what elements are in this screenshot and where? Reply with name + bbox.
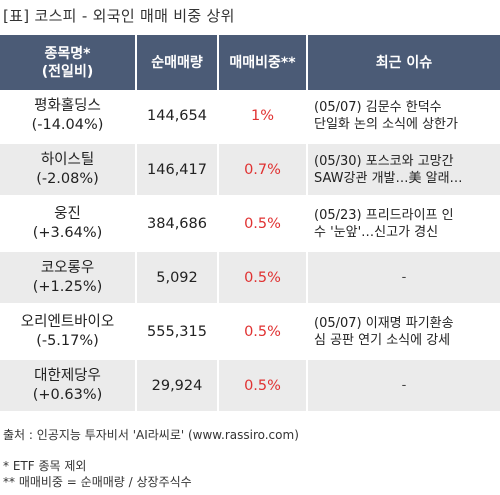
stock-name: 코오롱우 [40,259,95,276]
recent-issue: - [306,250,500,306]
trade-ratio: 1% [217,90,307,144]
stock-name-cell: 평화홀딩스 (-14.04%) [0,90,136,144]
stock-change: (+0.63%) [32,386,103,403]
recent-issue: (05/07) 이재명 파기환송 심 공판 연기 소식에 강세 [306,304,500,360]
net-volume: 555,315 [135,304,218,360]
recent-issue: (05/07) 김문수 한덕수 단일화 논의 소식에 상한가 [306,90,500,144]
source-text: 출처 : 인공지능 투자비서 'AI라씨로' (www.rassiro.com) [3,428,299,442]
stock-name-cell: 코오롱우 (+1.25%) [0,250,136,306]
foreign-trading-table: 종목명* (전일비) 순매매량 매매비중** 최근 이슈 평화홀딩스 (-14.0… [0,35,500,414]
issue-line1: - [401,378,407,393]
net-volume: 29,924 [135,358,218,414]
stock-name: 오리엔트바이오 [20,313,115,330]
stock-change: (-5.17%) [36,332,99,349]
table-row: 대한제당우 (+0.63%) 29,924 0.5% - [0,358,500,414]
issue-line1: (05/07) 김문수 한덕수 [314,99,442,115]
stock-name-cell: 오리엔트바이오 (-5.17%) [0,304,136,360]
issue-line1: (05/23) 프리드라이프 인 [314,207,454,223]
stock-name: 웅진 [54,205,81,222]
header-issue: 최근 이슈 [306,35,500,90]
stock-name-cell: 하이스틸 (-2.08%) [0,142,136,198]
header-name: 종목명* (전일비) [0,35,136,90]
recent-issue: - [306,358,500,414]
issue-line1: (05/30) 포스코와 고망간 [314,153,454,169]
stock-name-cell: 웅진 (+3.64%) [0,196,136,252]
footnote-etf: * ETF 종목 제외 [3,459,87,473]
stock-name-cell: 대한제당우 (+0.63%) [0,358,136,414]
net-volume: 384,686 [135,196,218,252]
table-row: 평화홀딩스 (-14.04%) 144,654 1% (05/07) 김문수 한덕수 단일… [0,90,500,144]
issue-line1: (05/07) 이재명 파기환송 [314,315,454,331]
table-header-row: 종목명* (전일비) 순매매량 매매비중** 최근 이슈 [0,35,500,90]
trade-ratio: 0.5% [217,358,307,414]
table-row: 오리엔트바이오 (-5.17%) 555,315 0.5% (05/07) 이재명 파기… [0,304,500,360]
recent-issue: (05/30) 포스코와 고망간 SAW강관 개발…美 알래… [306,142,500,198]
issue-line2: SAW강관 개발…美 알래… [314,170,463,186]
header-volume: 순매매량 [135,35,218,90]
stock-change: (-2.08%) [36,170,99,187]
header-ratio: 매매비중** [217,35,307,90]
stock-name: 평화홀딩스 [34,97,101,114]
header-name-line2: (전일비) [41,63,94,80]
stock-name: 대한제당우 [34,367,101,384]
issue-line2: 수 '눈앞'…신고가 경신 [314,224,439,240]
net-volume: 146,417 [135,142,218,198]
stock-change: (+3.64%) [32,224,103,241]
table-row: 코오롱우 (+1.25%) 5,092 0.5% - [0,250,500,306]
issue-line2: 단일화 논의 소식에 상한가 [314,116,458,132]
footnote-ratio: ** 매매비중 = 순매매량 / 상장주식수 [3,475,192,489]
trade-ratio: 0.7% [217,142,307,198]
net-volume: 144,654 [135,90,218,144]
page-title: [표] 코스피 - 외국인 매매 비중 상위 [3,7,235,25]
header-name-line1: 종목명* [44,45,91,62]
table-row: 하이스틸 (-2.08%) 146,417 0.7% (05/30) 포스코와 고망간 S… [0,142,500,198]
stock-name: 하이스틸 [40,151,95,168]
trade-ratio: 0.5% [217,250,307,306]
stock-change: (-14.04%) [31,116,104,133]
stock-change: (+1.25%) [32,278,103,295]
trade-ratio: 0.5% [217,304,307,360]
net-volume: 5,092 [135,250,218,306]
issue-line1: - [401,270,407,285]
trade-ratio: 0.5% [217,196,307,252]
issue-line2: 심 공판 연기 소식에 강세 [314,332,451,348]
